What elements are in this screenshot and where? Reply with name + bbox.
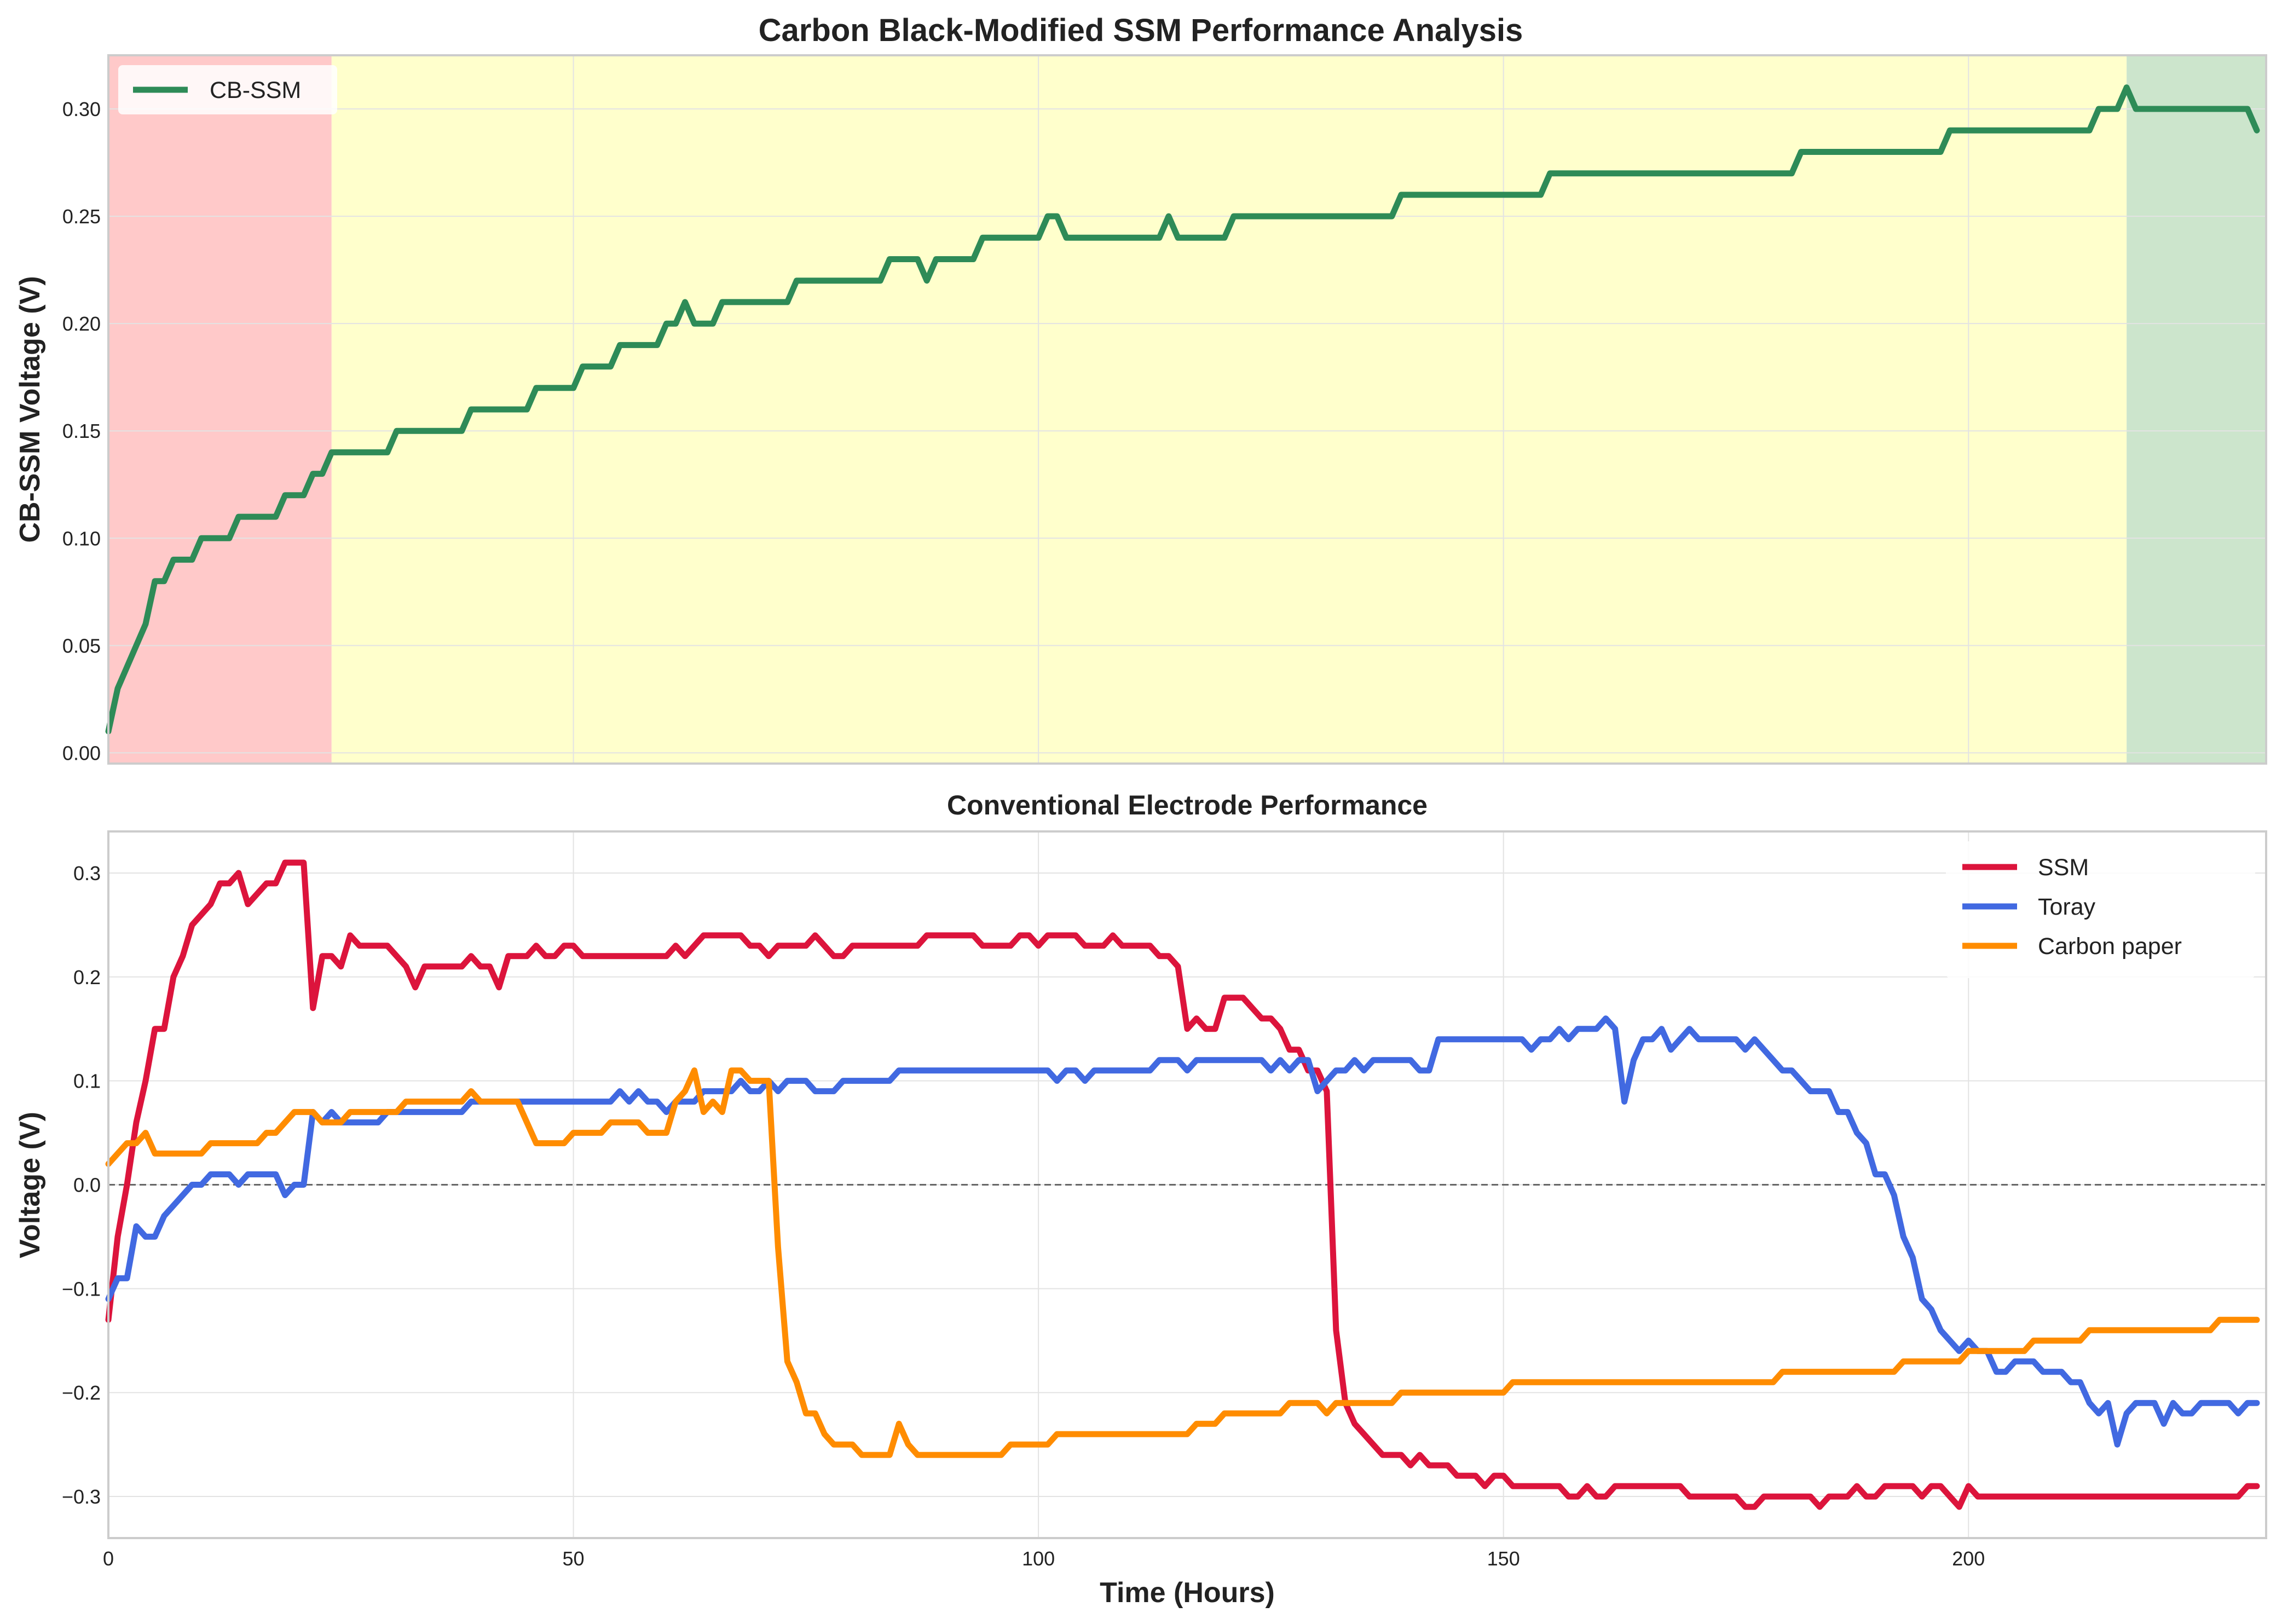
top-y-tick-label: 0.10	[62, 527, 101, 550]
top-shaded-regions	[108, 55, 2266, 764]
legend-label-cb-ssm: CB-SSM	[210, 77, 301, 103]
bottom-y-tick-label: −0.1	[62, 1278, 101, 1300]
top-y-tick-label: 0.30	[62, 98, 101, 120]
series-line-toray	[105, 1015, 2260, 1448]
series-line-cb-ssm	[105, 84, 2260, 735]
bottom-x-tick-label: 200	[1952, 1547, 1985, 1570]
top-y-tick-label: 0.05	[62, 634, 101, 657]
bottom-x-tick-label: 50	[563, 1547, 585, 1570]
top-y-tick-label: 0.15	[62, 420, 101, 442]
top-y-ticks: 0.00 0.05 0.10 0.15 0.20 0.25 0.30	[62, 98, 101, 764]
top-series	[105, 84, 2260, 735]
bottom-x-ticks: 0 50 100 150 200	[103, 1547, 1985, 1570]
bottom-series	[105, 859, 2260, 1510]
top-y-axis-label: CB-SSM Voltage (V)	[14, 276, 46, 542]
top-panel: 0.00 0.05 0.10 0.15 0.20 0.25 0.30 CB-SSM Volt…	[14, 54, 2267, 765]
top-legend: CB-SSM	[118, 65, 337, 114]
bottom-x-tick-label: 150	[1487, 1547, 1520, 1570]
bottom-y-tick-label: 0.3	[73, 862, 101, 885]
legend-label-toray: Toray	[2038, 894, 2096, 920]
top-legend-box	[118, 65, 337, 114]
top-y-tick-label: 0.20	[62, 313, 101, 335]
top-y-tick-label: 0.25	[62, 205, 101, 228]
bottom-y-tick-label: −0.2	[62, 1382, 101, 1404]
top-y-tick-label: 0.00	[62, 742, 101, 764]
bottom-panel: Conventional Electrode Performance −0.3−…	[14, 790, 2267, 1609]
bottom-legend-box	[1946, 841, 2255, 978]
bottom-x-tick-label: 100	[1022, 1547, 1055, 1570]
shaded-region-2	[331, 55, 2127, 764]
shaded-region-3	[2127, 55, 2266, 764]
bottom-x-tick-label: 0	[103, 1547, 114, 1570]
bottom-y-ticks: −0.3 −0.2 −0.1 0.0 0.1 0.2 0.3	[62, 862, 101, 1508]
series-line-carbon-paper	[105, 1067, 2260, 1458]
bottom-y-tick-label: −0.3	[62, 1486, 101, 1508]
legend-label-ssm: SSM	[2038, 854, 2089, 881]
legend-label-carbon-paper: Carbon paper	[2038, 933, 2182, 960]
bottom-x-axis-label: Time (Hours)	[1100, 1577, 1275, 1609]
bottom-y-axis-label: Voltage (V)	[14, 1112, 46, 1258]
bottom-y-tick-label: 0.1	[73, 1070, 101, 1093]
bottom-y-tick-label: 0.0	[73, 1174, 101, 1197]
top-plot-frame	[107, 54, 2267, 765]
bottom-legend: SSM Toray Carbon paper	[1946, 841, 2255, 978]
shaded-region-1	[108, 55, 332, 764]
top-grid	[108, 55, 2266, 764]
series-line-ssm	[105, 859, 2260, 1510]
main-title: Carbon Black-Modified SSM Performance An…	[759, 13, 1523, 48]
bottom-panel-title: Conventional Electrode Performance	[947, 790, 1428, 820]
bottom-y-tick-label: 0.2	[73, 966, 101, 989]
bottom-plot-frame	[107, 830, 2267, 1539]
